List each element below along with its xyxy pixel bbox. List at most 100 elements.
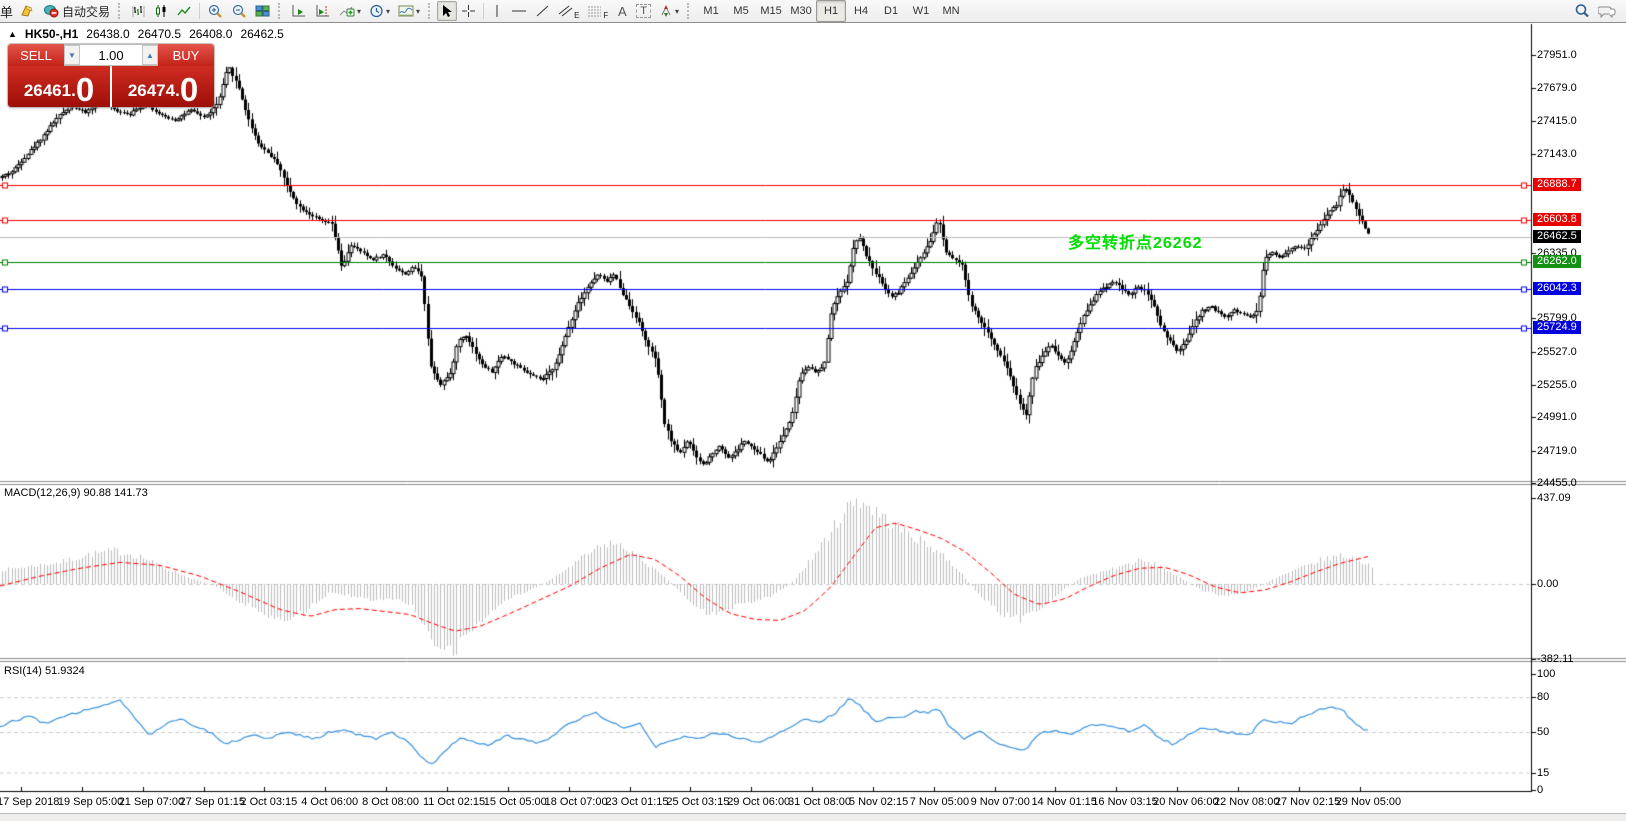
timeframe-button-m5[interactable]: M5 <box>733 5 749 17</box>
sell-button[interactable]: SELL <box>8 44 64 66</box>
bar-open-value: 26438.0 <box>86 27 130 41</box>
volume-increase-button[interactable]: ▲ <box>142 45 158 65</box>
time-axis-label: 19 Sep 05:00 <box>57 796 124 808</box>
macd-axis-label: -382.11 <box>1537 653 1574 666</box>
text-tool[interactable]: A <box>617 3 627 19</box>
rsi-axis-label: 50 <box>1537 726 1550 738</box>
macd-indicator-label: MACD(12,26,9) 90.88 141.73 <box>4 487 148 499</box>
horizontal-line-tool[interactable] <box>507 1 531 21</box>
timeframe-button-m30[interactable]: M30 <box>790 5 812 17</box>
price-axis-tick-label: 27951.0 <box>1537 49 1577 62</box>
toolbar-grip[interactable] <box>118 3 123 19</box>
price-axis-tick-label: 27143.0 <box>1537 147 1577 160</box>
zoom-in-icon[interactable] <box>203 1 227 21</box>
equidistant-channel-tool[interactable]: E <box>554 1 583 21</box>
toolbar-separator <box>199 3 201 19</box>
autotrading-icon <box>44 5 59 18</box>
time-axis-label: 4 Oct 06:00 <box>301 796 359 808</box>
fibonacci-tool[interactable]: F <box>583 1 612 21</box>
templates-icon <box>398 5 414 17</box>
toolbar-grip[interactable] <box>428 3 433 19</box>
toolbar-grip[interactable] <box>687 3 692 19</box>
toolbar-separator <box>483 3 485 19</box>
periods-dropdown-caret[interactable]: ▾ <box>386 6 391 16</box>
arrows-tool[interactable]: ▾ <box>655 1 683 21</box>
collapse-panel-arrow[interactable]: ▲ <box>8 29 17 39</box>
chat-icon[interactable] <box>1594 1 1620 21</box>
price-axis-tick-label: 25527.0 <box>1537 345 1577 358</box>
volume-input[interactable]: 1.00 <box>98 47 124 63</box>
buy-button[interactable]: BUY <box>158 44 214 66</box>
price-axis-tick-label: 24991.0 <box>1537 411 1577 424</box>
timeframe-button-m15[interactable]: M15 <box>760 5 782 17</box>
candlestick-chart-icon[interactable] <box>150 1 173 21</box>
fibo-letter: F <box>603 11 609 20</box>
main-toolbar: 单 自动交易 <box>0 0 1626 23</box>
timeframe-button-h4[interactable]: H4 <box>854 5 869 17</box>
cursor-tool[interactable] <box>437 1 458 21</box>
hline-price-label[interactable]: 26042.3 <box>1533 281 1581 295</box>
templates-dropdown-caret[interactable]: ▾ <box>416 6 421 16</box>
macd-axis-label: 437.09 <box>1537 491 1571 504</box>
time-axis-label: 23 Oct 01:15 <box>605 796 669 808</box>
rsi-axis-label: 0 <box>1537 784 1544 796</box>
hline-price-label[interactable]: 25724.9 <box>1533 320 1581 334</box>
new-order-icon[interactable] <box>15 1 39 21</box>
bar-chart-icon[interactable] <box>127 1 150 21</box>
rsi-axis-label: 15 <box>1537 766 1550 779</box>
autotrading-label: 自动交易 <box>62 4 111 19</box>
price-axis-tick-label: 25255.0 <box>1537 379 1577 392</box>
arrows-dropdown-caret[interactable]: ▾ <box>675 6 680 16</box>
toolbar-grip[interactable] <box>278 3 283 19</box>
periods-clock-icon <box>370 4 383 18</box>
timeframe-button-d1[interactable]: D1 <box>884 5 899 17</box>
timeframe-button-h1[interactable]: H1 <box>816 0 847 22</box>
chart-canvas[interactable] <box>0 22 1626 813</box>
new-order-label[interactable]: 单 <box>0 4 14 20</box>
sell-price-display[interactable]: 26461. 0 <box>8 66 110 107</box>
one-click-trading-panel: SELL ▼ 1.00 ▲ BUY 26461. 0 26474. 0 <box>8 44 214 107</box>
time-axis-label: 29 Oct 06:00 <box>727 796 791 808</box>
indicators-dropdown-caret[interactable]: ▾ <box>357 6 362 16</box>
time-axis-label: 5 Nov 02:15 <box>848 796 909 808</box>
timeframe-button-m1[interactable]: M1 <box>703 5 719 17</box>
bar-high-value: 26470.5 <box>137 27 182 41</box>
hline-price-label[interactable]: 26462.5 <box>1533 230 1581 244</box>
hline-price-label[interactable]: 26262.0 <box>1533 254 1581 268</box>
channel-letter: E <box>574 11 580 20</box>
price-axis-tick-label: 24719.0 <box>1537 444 1577 457</box>
buy-price-display[interactable]: 26474. 0 <box>112 66 214 107</box>
hline-price-label[interactable]: 26603.8 <box>1533 212 1581 226</box>
price-axis-tick-label: 27679.0 <box>1537 82 1577 95</box>
bar-close-value: 26462.5 <box>240 27 284 41</box>
time-axis-label: 14 Nov 01:15 <box>1031 796 1097 808</box>
time-axis-label: 21 Sep 07:00 <box>118 796 185 808</box>
price-axis-tick-label: 24455.0 <box>1537 477 1577 489</box>
zoom-out-icon[interactable] <box>227 1 251 21</box>
trendline-tool[interactable] <box>531 1 554 21</box>
time-axis-label: 11 Oct 02:15 <box>422 796 486 808</box>
templates-button[interactable]: ▾ <box>394 1 424 21</box>
macd-axis-label: 0.00 <box>1537 578 1559 590</box>
autotrading-button[interactable]: 自动交易 <box>39 1 114 21</box>
hline-price-label[interactable]: 26888.7 <box>1533 178 1581 192</box>
vertical-line-tool[interactable] <box>487 1 507 21</box>
search-icon[interactable] <box>1570 1 1594 21</box>
line-chart-icon[interactable] <box>173 1 196 21</box>
time-axis-label: 16 Nov 03:15 <box>1092 796 1158 808</box>
auto-scroll-icon[interactable] <box>287 1 311 21</box>
timeframe-button-w1[interactable]: W1 <box>912 5 930 17</box>
indicators-button[interactable]: ▾ <box>335 1 365 21</box>
time-axis-label: 27 Sep 01:15 <box>179 796 245 808</box>
periods-button[interactable]: ▾ <box>365 1 394 21</box>
tile-windows-icon[interactable] <box>251 1 274 21</box>
crosshair-tool[interactable] <box>457 1 480 21</box>
time-axis-label: 2 Oct 03:15 <box>240 796 298 808</box>
chart-annotation-text[interactable]: 多空转折点26262 <box>1068 235 1203 252</box>
chart-title-row: ▲ HK50-,H1 26438.0 26470.5 26408.0 26462… <box>8 27 284 41</box>
volume-decrease-button[interactable]: ▼ <box>64 45 80 65</box>
time-axis-label: 29 Nov 05:00 <box>1335 796 1402 808</box>
text-label-tool[interactable]: T <box>632 1 655 21</box>
chart-shift-icon[interactable] <box>311 1 335 21</box>
timeframe-button-mn[interactable]: MN <box>942 5 960 17</box>
